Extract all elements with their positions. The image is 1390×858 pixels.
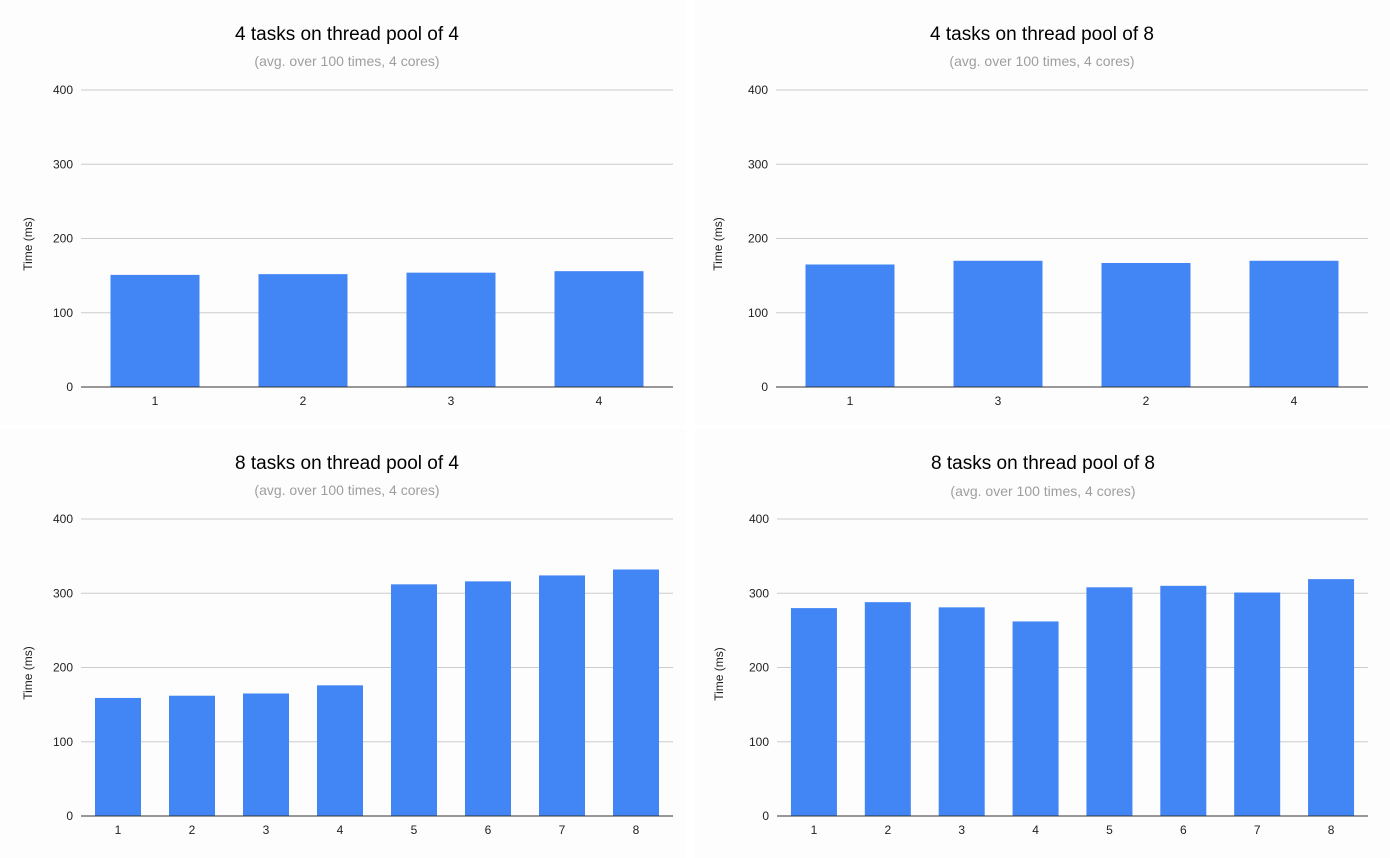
y-axis-label: Time (ms) <box>711 217 725 271</box>
chart-subtitle: (avg. over 100 times, 4 cores) <box>254 482 439 498</box>
bar <box>317 685 363 816</box>
chart-panel-8-tasks-pool-8: 8 tasks on thread pool of 8 (avg. over 1… <box>695 429 1390 858</box>
bar <box>243 693 289 816</box>
bar <box>953 260 1043 387</box>
y-tick-label: 0 <box>762 809 769 823</box>
chart-panel-8-tasks-pool-4: 8 tasks on thread pool of 4 (avg. over 1… <box>0 429 685 858</box>
chart-svg: 4 tasks on thread pool of 8 (avg. over 1… <box>711 24 1368 408</box>
x-tick-label: 2 <box>189 823 196 837</box>
bar <box>1234 592 1281 816</box>
y-tick-label: 200 <box>53 661 73 675</box>
bar <box>406 272 496 387</box>
y-tick-label: 0 <box>66 809 73 823</box>
x-tick-label: 5 <box>411 823 418 837</box>
y-tick-label: 0 <box>761 380 768 394</box>
bar <box>95 697 141 816</box>
x-tick-label: 1 <box>152 394 159 408</box>
bar <box>1086 587 1133 816</box>
y-tick-label: 200 <box>53 232 73 246</box>
y-axis-label: Time (ms) <box>21 646 35 700</box>
x-tick-label: 2 <box>884 823 891 837</box>
chart-title: 8 tasks on thread pool of 8 <box>931 453 1155 474</box>
y-tick-label: 400 <box>53 83 73 97</box>
x-tick-label: 4 <box>337 823 344 837</box>
x-tick-label: 3 <box>263 823 270 837</box>
x-tick-label: 8 <box>1328 823 1335 837</box>
bar <box>864 602 911 816</box>
y-tick-label: 400 <box>748 83 768 97</box>
bar <box>1308 579 1355 816</box>
chart-panel-4-tasks-pool-8: 4 tasks on thread pool of 8 (avg. over 1… <box>695 0 1390 425</box>
chart-title: 8 tasks on thread pool of 4 <box>235 453 459 474</box>
x-tick-label: 7 <box>559 823 566 837</box>
chart-svg: 4 tasks on thread pool of 4 (avg. over 1… <box>21 24 673 408</box>
y-tick-label: 200 <box>749 661 769 675</box>
y-tick-label: 300 <box>53 586 73 600</box>
bar <box>790 608 837 816</box>
bar <box>391 584 437 816</box>
bar <box>1249 260 1339 387</box>
x-tick-label: 4 <box>1032 823 1039 837</box>
x-tick-label: 4 <box>1291 394 1298 408</box>
y-tick-label: 400 <box>53 512 73 526</box>
x-tick-label: 1 <box>847 394 854 408</box>
x-tick-label: 1 <box>115 823 122 837</box>
x-tick-label: 1 <box>811 823 818 837</box>
y-tick-label: 300 <box>749 586 769 600</box>
chart-subtitle: (avg. over 100 times, 4 cores) <box>950 483 1135 499</box>
y-tick-label: 300 <box>748 157 768 171</box>
bar <box>1101 263 1191 387</box>
y-tick-label: 100 <box>53 306 73 320</box>
bar <box>465 581 511 816</box>
y-axis-label: Time (ms) <box>21 217 35 271</box>
y-tick-label: 100 <box>749 735 769 749</box>
y-tick-label: 200 <box>748 232 768 246</box>
bar <box>938 607 985 816</box>
chart-subtitle: (avg. over 100 times, 4 cores) <box>254 53 439 69</box>
y-tick-label: 300 <box>53 157 73 171</box>
y-tick-label: 400 <box>749 512 769 526</box>
bar <box>1012 621 1059 816</box>
bar <box>258 274 348 387</box>
bar <box>169 695 215 816</box>
chart-title: 4 tasks on thread pool of 4 <box>235 24 459 45</box>
bar <box>110 274 200 387</box>
bar <box>1160 585 1207 816</box>
chart-subtitle: (avg. over 100 times, 4 cores) <box>949 53 1134 69</box>
x-tick-label: 8 <box>633 823 640 837</box>
chart-panel-4-tasks-pool-4: 4 tasks on thread pool of 4 (avg. over 1… <box>0 0 685 425</box>
x-tick-label: 3 <box>448 394 455 408</box>
bar <box>539 575 585 816</box>
chart-svg: 8 tasks on thread pool of 8 (avg. over 1… <box>712 453 1368 837</box>
y-tick-label: 0 <box>66 380 73 394</box>
x-tick-label: 3 <box>958 823 965 837</box>
x-tick-label: 5 <box>1106 823 1113 837</box>
chart-svg: 8 tasks on thread pool of 4 (avg. over 1… <box>21 453 673 837</box>
x-tick-label: 3 <box>995 394 1002 408</box>
x-tick-label: 2 <box>1143 394 1150 408</box>
x-tick-label: 6 <box>1180 823 1187 837</box>
y-tick-label: 100 <box>748 306 768 320</box>
x-tick-label: 4 <box>596 394 603 408</box>
y-tick-label: 100 <box>53 735 73 749</box>
chart-title: 4 tasks on thread pool of 8 <box>930 24 1154 45</box>
y-axis-label: Time (ms) <box>712 647 726 701</box>
x-tick-label: 7 <box>1254 823 1261 837</box>
bar <box>554 271 644 387</box>
x-tick-label: 2 <box>300 394 307 408</box>
bar <box>805 264 895 387</box>
x-tick-label: 6 <box>485 823 492 837</box>
bar <box>613 569 659 816</box>
